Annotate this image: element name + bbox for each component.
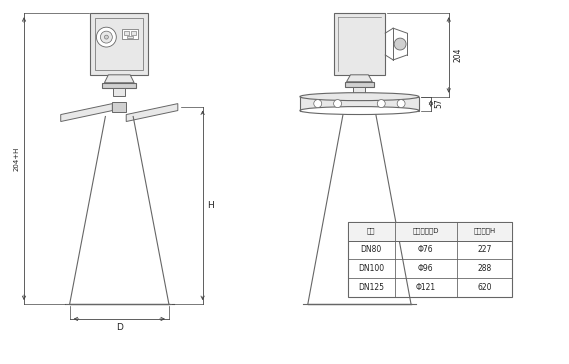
- Circle shape: [394, 38, 406, 50]
- Text: Φ96: Φ96: [418, 264, 434, 273]
- Polygon shape: [112, 102, 126, 111]
- Circle shape: [333, 100, 341, 108]
- Polygon shape: [345, 82, 374, 87]
- Text: DN100: DN100: [358, 264, 385, 273]
- Bar: [333, 13, 385, 75]
- Bar: [127, 36, 133, 38]
- Ellipse shape: [300, 93, 419, 100]
- Polygon shape: [347, 75, 372, 82]
- Text: DN125: DN125: [358, 283, 384, 292]
- Text: 57: 57: [435, 99, 444, 108]
- Text: 法兰: 法兰: [367, 228, 376, 234]
- Circle shape: [100, 31, 112, 43]
- Bar: [124, 31, 129, 35]
- Circle shape: [377, 100, 385, 108]
- Polygon shape: [102, 83, 136, 88]
- Text: 喇叭高度H: 喇叭高度H: [473, 228, 496, 234]
- Bar: [90, 13, 148, 75]
- Text: DN80: DN80: [361, 245, 382, 254]
- Bar: [131, 31, 136, 35]
- Text: 288: 288: [477, 264, 492, 273]
- Polygon shape: [353, 87, 365, 95]
- Text: 227: 227: [477, 245, 492, 254]
- Ellipse shape: [300, 107, 419, 115]
- Polygon shape: [113, 88, 125, 96]
- Text: H: H: [208, 201, 215, 210]
- Circle shape: [97, 27, 116, 47]
- Text: Φ76: Φ76: [418, 245, 434, 254]
- Text: 620: 620: [477, 283, 492, 292]
- Bar: [96, 18, 143, 70]
- Text: 喇叭口直径D: 喇叭口直径D: [413, 228, 439, 234]
- Text: D: D: [116, 323, 123, 332]
- Text: 204: 204: [453, 48, 463, 62]
- Polygon shape: [104, 75, 134, 83]
- Circle shape: [314, 100, 321, 108]
- Polygon shape: [61, 104, 112, 122]
- Polygon shape: [300, 97, 419, 111]
- Ellipse shape: [300, 107, 419, 115]
- Bar: [122, 29, 138, 39]
- Text: 204+H: 204+H: [13, 146, 19, 171]
- Text: Φ121: Φ121: [416, 283, 436, 292]
- Circle shape: [104, 35, 108, 39]
- Polygon shape: [126, 104, 178, 122]
- Bar: [348, 222, 512, 297]
- Circle shape: [397, 100, 405, 108]
- Bar: [348, 222, 512, 241]
